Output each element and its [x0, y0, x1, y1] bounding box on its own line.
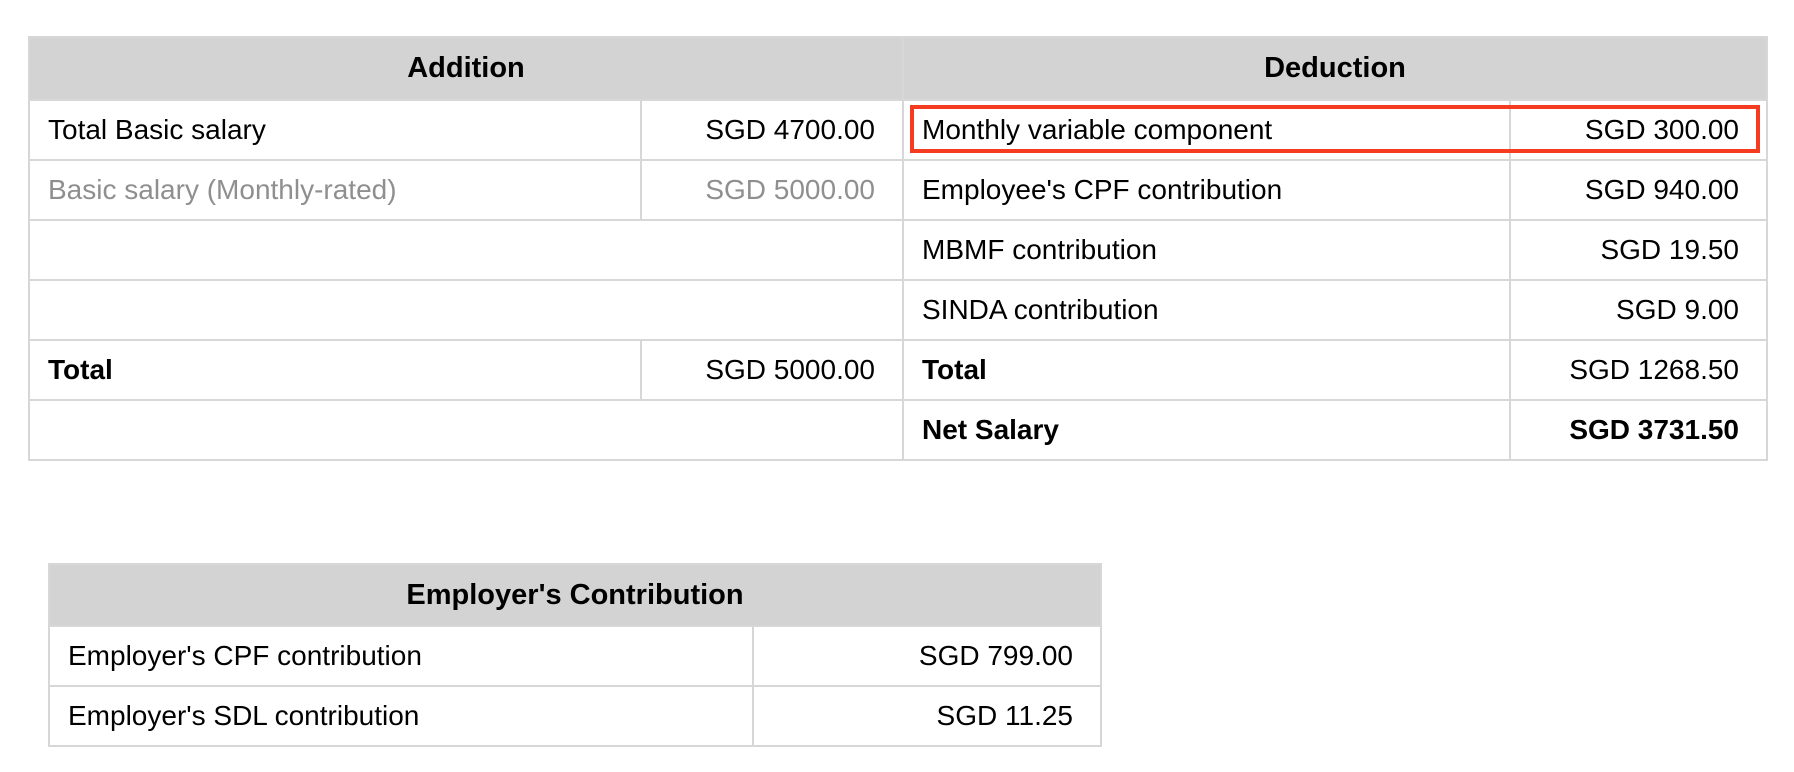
addition-subrow-amount: SGD 5000.00	[642, 161, 902, 219]
addition-empty-row	[30, 401, 902, 459]
employer-contribution-header: Employer's Contribution	[50, 565, 1100, 625]
addition-empty-row	[30, 281, 902, 339]
deduction-row-label: SINDA contribution	[904, 281, 1509, 339]
deduction-header: Deduction	[904, 38, 1766, 99]
deduction-row-label: Employee's CPF contribution	[904, 161, 1509, 219]
employer-row-label: Employer's SDL contribution	[50, 687, 752, 745]
deduction-row-amount-highlighted: SGD 300.00	[1511, 101, 1766, 159]
deduction-row-amount: SGD 940.00	[1511, 161, 1766, 219]
addition-total-amount: SGD 5000.00	[642, 341, 902, 399]
employer-contribution-table: Employer's Contribution Employer's CPF c…	[48, 563, 1102, 747]
deduction-row-amount: SGD 9.00	[1511, 281, 1766, 339]
deduction-row-label: MBMF contribution	[904, 221, 1509, 279]
addition-header: Addition	[30, 38, 902, 99]
net-salary-amount: SGD 3731.50	[1511, 401, 1766, 459]
addition-row-amount: SGD 4700.00	[642, 101, 902, 159]
addition-empty-row	[30, 221, 902, 279]
employer-row-amount: SGD 799.00	[754, 627, 1100, 685]
deduction-total-amount: SGD 1268.50	[1511, 341, 1766, 399]
deduction-row-amount: SGD 19.50	[1511, 221, 1766, 279]
employer-row-label: Employer's CPF contribution	[50, 627, 752, 685]
employer-row-amount: SGD 11.25	[754, 687, 1100, 745]
deduction-row-label-highlighted: Monthly variable component	[904, 101, 1509, 159]
net-salary-label: Net Salary	[904, 401, 1509, 459]
addition-subrow-label: Basic salary (Monthly-rated)	[30, 161, 640, 219]
deduction-total-label: Total	[904, 341, 1509, 399]
addition-total-label: Total	[30, 341, 640, 399]
salary-summary-table: Addition Deduction Total Basic salary SG…	[28, 36, 1768, 461]
addition-row-label: Total Basic salary	[30, 101, 640, 159]
